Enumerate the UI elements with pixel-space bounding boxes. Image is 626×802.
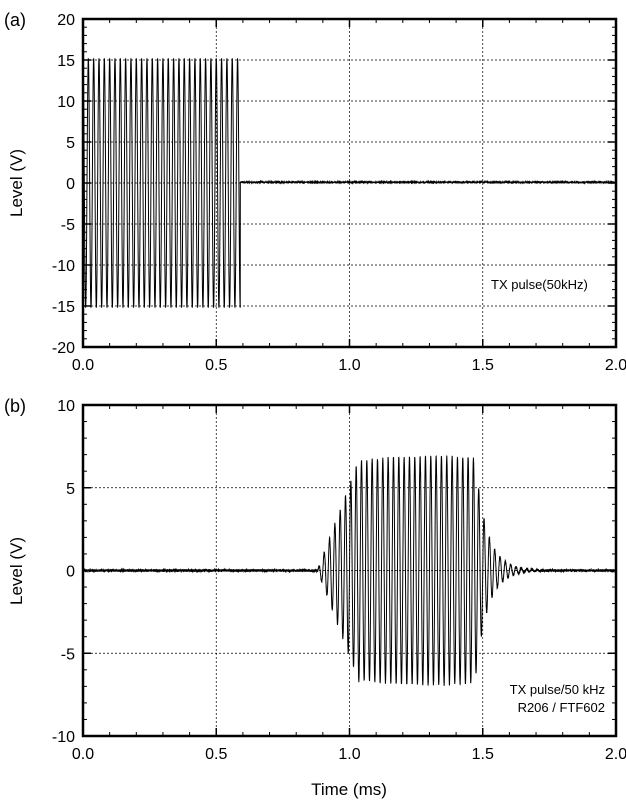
annotation-a: TX pulse(50kHz)	[491, 277, 588, 292]
y-axis-title-a: Level (V)	[7, 149, 26, 217]
signal-trace-b	[82, 455, 617, 686]
ticks-b	[82, 404, 617, 737]
x-tick-labels-a: 0.0 0.5 1.0 1.5 2.0	[72, 357, 626, 374]
y-axis-title-b: Level (V)	[7, 537, 26, 605]
x-tick-label: 0.5	[205, 746, 227, 763]
x-tick-label: 2.0	[605, 746, 626, 763]
y-tick-label: -15	[52, 299, 75, 316]
y-tick-label: 20	[57, 12, 75, 29]
y-tick-label: 0	[66, 176, 75, 193]
y-tick-label: 5	[66, 135, 75, 152]
panel-b-label: (b)	[4, 396, 26, 416]
y-tick-labels-a: 20 15 10 5 0 -5 -10 -15 -20	[52, 12, 75, 357]
y-tick-label: 5	[66, 481, 75, 498]
annotation-b-line2: R206 / FTF602	[518, 700, 605, 715]
x-tick-label: 1.5	[472, 357, 494, 374]
y-tick-label: 15	[57, 53, 75, 70]
x-tick-label: 0.5	[205, 357, 227, 374]
x-axis-title: Time (ms)	[311, 780, 387, 799]
y-tick-labels-b: 10 5 0 -5 -10	[52, 398, 75, 746]
signal-trace-a	[82, 58, 617, 308]
y-tick-label: 0	[66, 564, 75, 581]
panel-a-label: (a)	[4, 10, 26, 30]
x-tick-label: 1.0	[338, 357, 360, 374]
ticks-a	[82, 18, 617, 348]
y-tick-label: -5	[61, 646, 75, 663]
y-tick-label: -10	[52, 729, 75, 746]
x-tick-label: 0.0	[72, 357, 94, 374]
x-tick-label: 1.5	[472, 746, 494, 763]
annotation-b-line1: TX pulse/50 kHz	[510, 682, 605, 697]
y-tick-label: -5	[61, 217, 75, 234]
y-tick-label: -20	[52, 340, 75, 357]
y-tick-label: 10	[57, 94, 75, 111]
y-tick-label: 10	[57, 398, 75, 415]
x-tick-label: 0.0	[72, 746, 94, 763]
x-tick-label: 2.0	[605, 357, 626, 374]
x-tick-label: 1.0	[338, 746, 360, 763]
y-tick-label: -10	[52, 258, 75, 275]
x-tick-labels-b: 0.0 0.5 1.0 1.5 2.0	[72, 746, 626, 763]
